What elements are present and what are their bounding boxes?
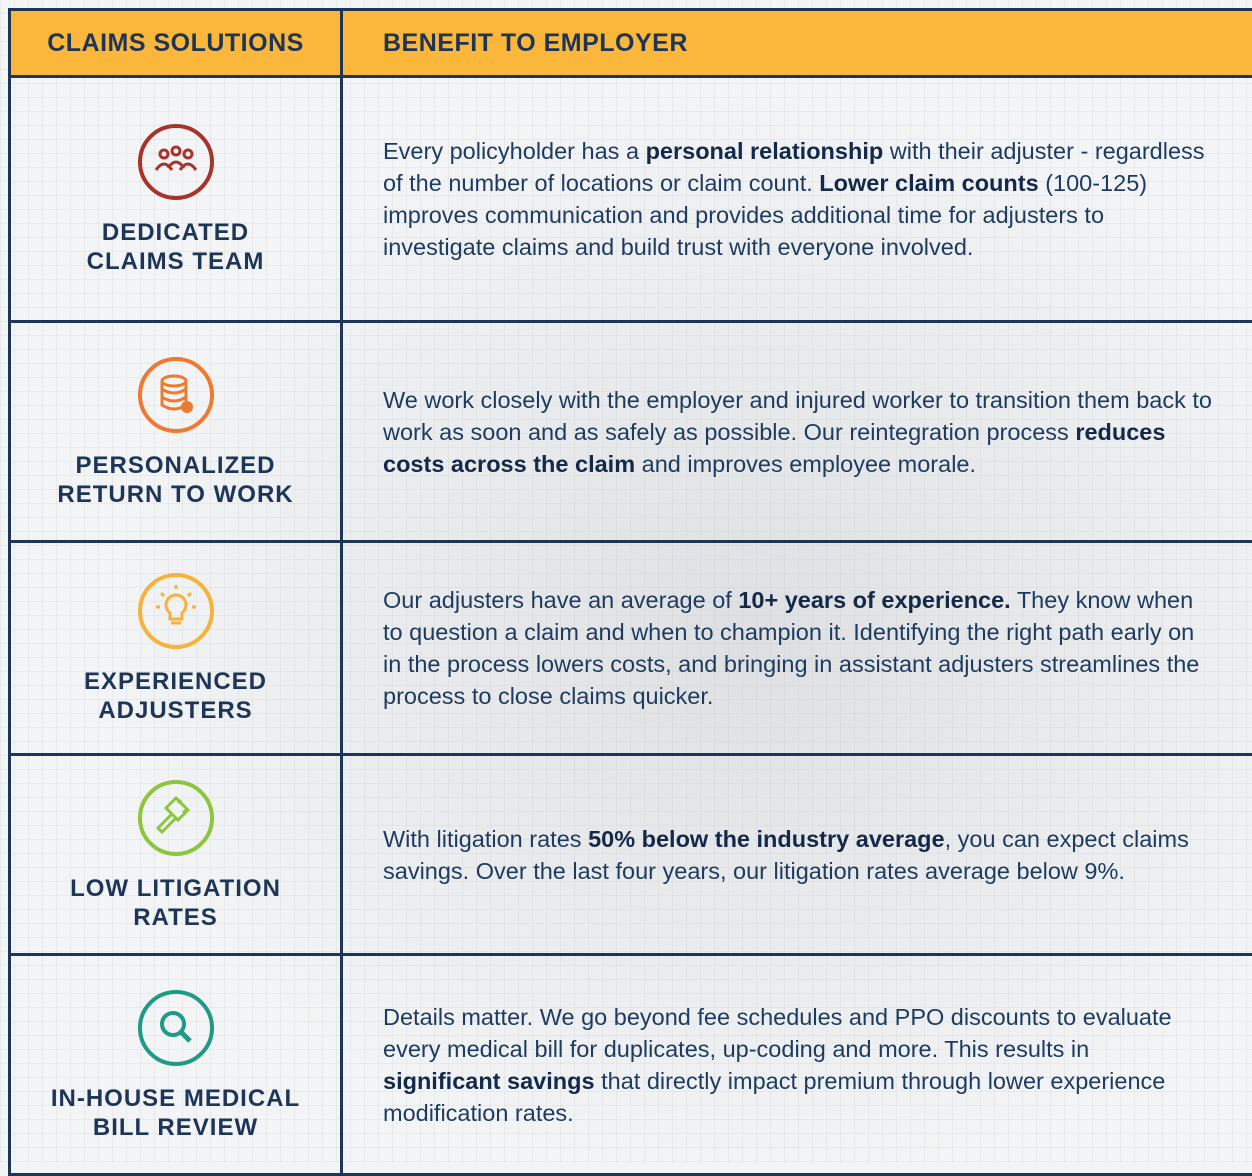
text-run: We work closely with the employer and in… bbox=[383, 386, 1212, 445]
table: CLAIMS SOLUTIONS BENEFIT TO EMPLOYER DED… bbox=[8, 8, 1252, 1176]
text-run: They know when to question a claim and w… bbox=[383, 587, 1200, 709]
text-run: , you can expect claims savings. Over th… bbox=[383, 825, 1189, 884]
benefit-text: Our adjusters have an average of 10+ yea… bbox=[383, 584, 1213, 712]
emphasis: 10+ years of experience. bbox=[738, 587, 1011, 613]
benefit-cell: Our adjusters have an average of 10+ yea… bbox=[343, 543, 1213, 753]
text-run: Details matter. We go beyond fee schedul… bbox=[383, 1003, 1172, 1062]
emphasis: personal relationship bbox=[645, 138, 884, 164]
text-run: Every policyholder has a bbox=[383, 138, 646, 164]
table-row: LOW LITIGATION RATES With litigation rates… bbox=[11, 756, 1252, 956]
solution-cell: PERSONALIZED RETURN TO WORK bbox=[11, 323, 343, 540]
header-cell: BENEFIT TO EMPLOYER bbox=[383, 28, 688, 57]
solution-cell: IN-HOUSE MEDICAL BILL REVIEW bbox=[11, 956, 343, 1173]
solution-cell: DEDICATED CLAIMS TEAM bbox=[11, 78, 343, 320]
header-row: CLAIMS SOLUTIONS BENEFIT TO EMPLOYER bbox=[11, 11, 1252, 78]
icon bbox=[137, 573, 214, 649]
solution-label: DEDICATED bbox=[101, 219, 250, 246]
solution-cell: LOW LITIGATION RATES bbox=[11, 756, 343, 953]
table-row: PERSONALIZED RETURN TO WORK We work closel… bbox=[11, 323, 1252, 543]
solution-label: ADJUSTERS bbox=[98, 697, 253, 724]
benefit-text: Every policyholder has a personal relati… bbox=[383, 135, 1213, 263]
solution-cell: EXPERIENCED ADJUSTERS bbox=[11, 543, 343, 753]
text-run: with their adjuster - regardless of the … bbox=[383, 138, 1205, 196]
icon bbox=[137, 124, 214, 200]
solution-label: LOW LITIGATION bbox=[70, 874, 281, 902]
header-cell: CLAIMS SOLUTIONS bbox=[11, 11, 343, 75]
solution-label: RATES bbox=[133, 903, 218, 931]
solution-label: BILL REVIEW bbox=[92, 1113, 259, 1141]
text-run: (100-125) improves communication and pro… bbox=[383, 170, 1148, 260]
emphasis: Lower claim counts bbox=[819, 170, 1039, 196]
solution-label: IN-HOUSE MEDICAL bbox=[50, 1084, 301, 1112]
solution-label: EXPERIENCED bbox=[83, 668, 268, 695]
benefit-cell: With litigation rates 50% below the indu… bbox=[343, 756, 1213, 953]
solution-label: RETURN TO WORK bbox=[57, 480, 294, 508]
icon bbox=[137, 779, 214, 856]
icon bbox=[137, 356, 214, 433]
emphasis: 50% below the industry average bbox=[588, 825, 945, 852]
text-run: that directly impact premium through low… bbox=[383, 1067, 1166, 1126]
icon bbox=[137, 989, 214, 1066]
text-run: Our adjusters have an average of bbox=[383, 587, 739, 613]
text-run: and improves employee morale. bbox=[635, 450, 977, 477]
solution-label: PERSONALIZED bbox=[75, 451, 276, 479]
emphasis: reduces costs across the claim bbox=[383, 418, 1166, 477]
benefit-text: Details matter. We go beyond fee schedul… bbox=[383, 1001, 1213, 1129]
benefit-cell: Details matter. We go beyond fee schedul… bbox=[343, 956, 1213, 1173]
benefit-cell: We work closely with the employer and in… bbox=[343, 323, 1213, 540]
text-run: With litigation rates bbox=[383, 825, 589, 852]
table-row: IN-HOUSE MEDICAL BILL REVIEW Details matte… bbox=[11, 956, 1252, 1176]
solution-label: CLAIMS TEAM bbox=[86, 248, 265, 275]
benefit-text: We work closely with the employer and in… bbox=[383, 384, 1213, 480]
table-row: DEDICATED CLAIMS TEAM Every policyholder h… bbox=[11, 78, 1252, 323]
benefit-text: With litigation rates 50% below the indu… bbox=[383, 823, 1213, 887]
table-row: EXPERIENCED ADJUSTERS Our adjusters have a… bbox=[11, 543, 1252, 756]
emphasis: significant savings bbox=[383, 1067, 595, 1094]
benefit-cell: Every policyholder has a personal relati… bbox=[343, 78, 1213, 320]
